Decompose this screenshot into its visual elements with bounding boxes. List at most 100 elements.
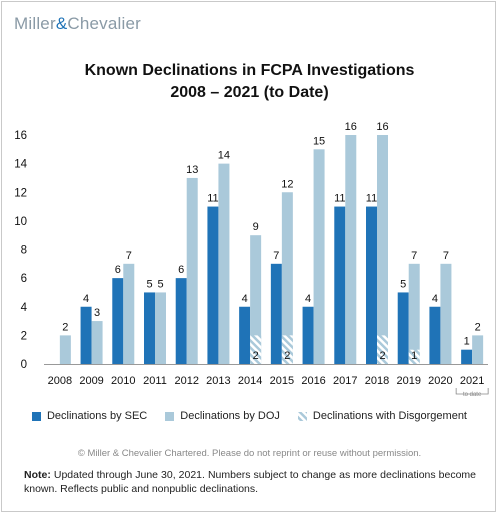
chart-title: Known Declinations in FCPA Investigation…	[84, 62, 415, 79]
to-date-note: to date	[463, 392, 482, 398]
bar-sec	[239, 306, 251, 364]
bar-sec	[175, 278, 187, 364]
bar-disgorgement	[377, 335, 388, 364]
data-label-sec: 6	[178, 264, 184, 276]
data-label-sec: 4	[242, 293, 248, 305]
data-label-sec: 7	[273, 250, 279, 262]
data-label-doj: 2	[475, 321, 481, 333]
data-label-disgorgement: 2	[253, 350, 259, 362]
chart-subtitle: 2008 – 2021 (to Date)	[170, 84, 329, 101]
data-label-sec: 11	[207, 193, 218, 205]
legend-label-disgorgement: Declinations with Disgorgement	[312, 410, 467, 422]
bar-disgorgement	[281, 335, 293, 364]
data-label-doj: 5	[157, 278, 163, 290]
footnote-label: Note:	[24, 469, 51, 481]
bar-doj	[186, 177, 198, 364]
bar-doj	[155, 292, 166, 364]
bar-sec	[112, 278, 124, 364]
legend-item-sec: Declinations by SEC	[31, 410, 148, 422]
data-label-sec: 1	[464, 336, 470, 348]
bar-sec	[461, 349, 473, 364]
data-label-doj: 15	[313, 135, 325, 147]
bar-sec	[270, 263, 282, 364]
brand-name-right: Chevalier	[67, 14, 141, 33]
bar-sec	[334, 206, 346, 364]
data-label-sec: 11	[366, 193, 377, 205]
bar-sec	[429, 306, 441, 364]
x-tick-label: 2009	[79, 375, 103, 387]
legend-item-doj: Declinations by DOJ	[165, 410, 280, 422]
bar-doj	[408, 263, 420, 364]
brand-name-left: Miller	[14, 14, 56, 33]
legend-swatch-disgorgement	[297, 411, 307, 421]
data-label-doj: 14	[218, 150, 230, 162]
bar-disgorgement	[408, 349, 420, 364]
bar-layer	[59, 135, 484, 364]
x-tick-label: 2014	[238, 375, 262, 387]
data-label-doj: 7	[126, 250, 132, 262]
data-label-doj: 16	[345, 121, 357, 133]
bar-doj	[313, 149, 325, 364]
x-tick-label: 2008	[48, 375, 72, 387]
data-label-doj: 16	[376, 121, 388, 133]
footnote-text: Updated through June 30, 2021. Numbers s…	[24, 469, 476, 495]
y-tick-label: 10	[14, 216, 27, 228]
x-tick-label: 2010	[111, 375, 135, 387]
bar-doj	[250, 235, 262, 364]
bar-doj	[123, 263, 135, 364]
data-label-doj: 7	[411, 250, 417, 262]
footnote: Note: Updated through June 30, 2021. Num…	[24, 468, 476, 496]
copyright-notice: © Miller & Chevalier Chartered. Please d…	[77, 448, 422, 459]
bar-doj	[218, 163, 230, 364]
y-tick-label: 4	[21, 302, 28, 314]
data-label-sec: 4	[432, 293, 438, 305]
data-label-sec: 4	[305, 293, 311, 305]
x-tick-label: 2021	[460, 375, 484, 387]
data-label-disgorgement: 2	[379, 350, 385, 362]
x-tick-label: 2018	[365, 375, 389, 387]
bar-doj	[377, 135, 388, 364]
legend: Declinations by SEC Declinations by DOJ …	[0, 410, 499, 422]
bar-sec	[207, 206, 219, 364]
y-tick-label: 2	[21, 330, 27, 342]
y-tick-label: 0	[21, 359, 27, 371]
data-label-disgorgement: 1	[411, 350, 417, 362]
bar-doj	[345, 135, 357, 364]
data-label-sec: 5	[146, 278, 152, 290]
data-label-sec: 5	[400, 278, 406, 290]
bar-disgorgement	[250, 335, 262, 364]
x-tick-label: 2016	[301, 375, 325, 387]
legend-label-doj: Declinations by DOJ	[180, 410, 280, 422]
y-tick-label: 16	[14, 130, 27, 142]
bar-sec	[302, 306, 314, 364]
bar-sec	[397, 292, 409, 364]
bar-doj	[281, 192, 293, 364]
bar-sec	[366, 206, 377, 364]
data-label-doj: 12	[281, 178, 293, 190]
brand-ampersand: &	[55, 14, 68, 33]
legend-swatch-sec	[31, 411, 41, 421]
data-label-sec: 4	[83, 293, 89, 305]
x-tick-label: 2020	[428, 375, 452, 387]
x-tick-label: 2015	[270, 375, 294, 387]
data-label-doj: 9	[253, 221, 259, 233]
bar-doj	[91, 321, 103, 364]
y-tick-label: 8	[21, 245, 27, 257]
legend-swatch-doj	[165, 411, 175, 421]
x-tick-label: 2013	[206, 375, 230, 387]
data-label-doj: 2	[62, 321, 68, 333]
bar-doj	[59, 335, 71, 364]
x-tick-label: 2011	[143, 375, 167, 387]
bar-sec	[144, 292, 155, 364]
legend-label-sec: Declinations by SEC	[46, 410, 148, 422]
data-label-doj: 13	[186, 164, 198, 176]
bar-sec	[80, 306, 92, 364]
to-date-bracket	[455, 388, 489, 395]
bar-doj	[472, 335, 484, 364]
legend-item-disgorgement: Declinations with Disgorgement	[297, 410, 467, 422]
y-tick-label: 14	[14, 159, 27, 171]
